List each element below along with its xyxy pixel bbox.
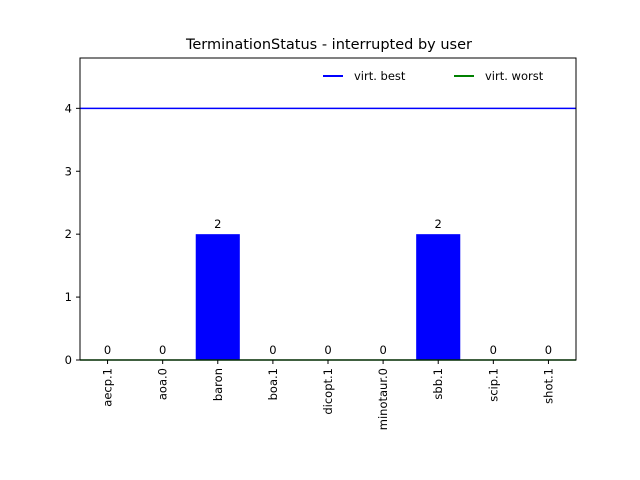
data-label-scip.1: 0	[490, 343, 497, 357]
legend: virt. best virt. worst	[323, 69, 544, 83]
data-label-sbb.1: 2	[435, 217, 442, 231]
x-tick-label-minotaur.0: minotaur.0	[376, 368, 390, 430]
legend-label-virt-best: virt. best	[354, 69, 406, 83]
x-tick-label-shot.1: shot.1	[541, 368, 555, 404]
plot-area: 0 0 2 0 0 0 2 0 0 0 1 2 3 4 aecp.1 aoa.0 baron boa.1 dicop…	[65, 57, 577, 430]
legend-label-virt-worst: virt. worst	[485, 69, 544, 83]
data-label-aoa.0: 0	[159, 343, 166, 357]
x-tick-label-baron: baron	[211, 368, 225, 401]
y-tick-label-1: 1	[65, 290, 72, 304]
data-label-boa.1: 0	[269, 343, 276, 357]
data-label-minotaur.0: 0	[379, 343, 386, 357]
x-tick-label-scip.1: scip.1	[486, 368, 500, 402]
y-tick-label-3: 3	[65, 164, 72, 178]
bar-sbb.1	[416, 234, 461, 360]
y-tick-label-2: 2	[65, 227, 72, 241]
bar-baron	[195, 234, 240, 360]
data-label-baron: 2	[214, 217, 221, 231]
y-tick-label-0: 0	[65, 353, 72, 367]
axes-frame	[79, 57, 577, 361]
x-tick-label-aecp.1: aecp.1	[101, 368, 115, 407]
y-tick-label-4: 4	[65, 101, 72, 115]
chart-title: TerminationStatus - interrupted by user	[185, 37, 472, 53]
x-tick-label-boa.1: boa.1	[266, 368, 280, 400]
data-label-aecp.1: 0	[104, 343, 111, 357]
data-label-shot.1: 0	[545, 343, 552, 357]
x-tick-label-dicopt.1: dicopt.1	[321, 368, 335, 415]
x-tick-label-sbb.1: sbb.1	[431, 368, 445, 400]
x-tick-label-aoa.0: aoa.0	[156, 368, 170, 400]
data-label-dicopt.1: 0	[324, 343, 331, 357]
